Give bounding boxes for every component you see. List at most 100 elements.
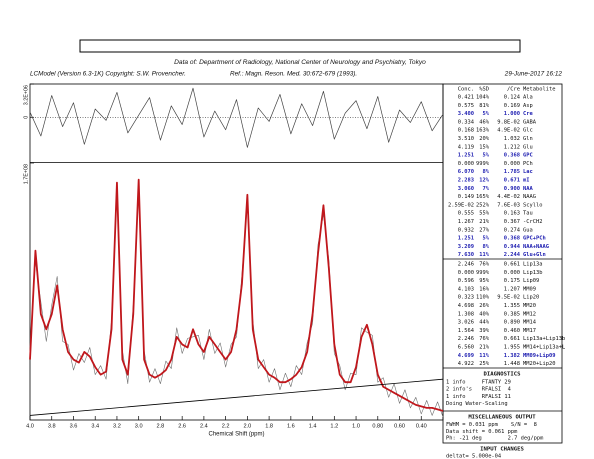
- table-cell: 1.355: [504, 303, 520, 309]
- x-tick-label: 0.80: [372, 423, 383, 429]
- table-cell: 6.560: [458, 345, 474, 351]
- table-cell: 110%: [476, 295, 490, 301]
- table-cell: 5%: [483, 236, 490, 242]
- table-cell: 0.944: [504, 244, 520, 250]
- table-cell: Ala: [523, 95, 533, 101]
- table-cell: 999%: [476, 270, 490, 276]
- table-cell: 3.060: [458, 186, 474, 192]
- table-cell: 9.8E-02: [497, 119, 520, 125]
- table-cell: 4.119: [458, 144, 474, 150]
- table-cell: 2.59E-02: [448, 202, 474, 208]
- table-cell: 0.661: [504, 262, 520, 268]
- table-cell: 0.000: [504, 161, 520, 167]
- table-cell: /Cre: [507, 87, 520, 93]
- table-cell: NAAG: [523, 194, 536, 200]
- table-cell: Lip13a+Lip13b: [523, 336, 565, 342]
- table-cell: 7%: [483, 186, 490, 192]
- table-cell: -CrCH2: [523, 219, 542, 225]
- table-cell: 252%: [476, 202, 490, 208]
- table-cell: 11%: [479, 353, 489, 359]
- table-cell: 9.5E-02: [497, 295, 520, 301]
- table-cell: 11%: [479, 252, 489, 258]
- x-tick-label: 3.2: [113, 423, 121, 429]
- program: LCModel (Version 6.3-1K) Copyright: S.W.…: [30, 71, 186, 78]
- section-line: 2 info's RFALSI 4: [446, 387, 511, 393]
- table-cell: 0.169: [504, 103, 520, 109]
- table-cell: 4.103: [458, 286, 474, 292]
- table-cell: 0.555: [458, 211, 474, 217]
- table-cell: 1.382: [504, 353, 520, 359]
- table-cell: 163%: [476, 128, 490, 134]
- section-line: deltat= 5.000e-04: [446, 454, 501, 459]
- reference: Ref.: Magn. Reson. Med. 30:672-679 (1993…: [230, 71, 357, 78]
- table-cell: 1.000: [504, 111, 520, 117]
- table-cell: 2.246: [458, 336, 474, 342]
- table-cell: Scyllo: [523, 202, 542, 208]
- table-cell: 1.251: [458, 153, 474, 159]
- x-tick-label: 1.6: [287, 423, 295, 429]
- x-tick-label: 1.4: [309, 423, 317, 429]
- table-cell: 0.000: [504, 270, 520, 276]
- table-cell: 39%: [479, 328, 489, 334]
- table-cell: 4.698: [458, 303, 474, 309]
- table-cell: 3.026: [458, 320, 474, 326]
- table-cell: 1.212: [504, 144, 520, 150]
- table-cell: 0.932: [458, 227, 474, 233]
- date: 29-June-2017 16:12: [504, 71, 563, 78]
- table-cell: 0.367: [504, 219, 520, 225]
- table-cell: 2.283: [458, 178, 474, 184]
- table-cell: 55%: [479, 211, 489, 217]
- section-title: MISCELLANEOUS OUTPUT: [468, 415, 536, 421]
- table-cell: Glu+Gln: [523, 252, 546, 258]
- table-cell: 5%: [483, 153, 490, 159]
- x-tick-label: 1.0: [352, 423, 360, 429]
- table-cell: 104%: [476, 95, 490, 101]
- table-cell: 3.400: [458, 111, 474, 117]
- section-line: 1 info FTANTY 29: [446, 380, 511, 386]
- table-cell: %SD: [479, 87, 489, 93]
- x-tick-label: 2.4: [200, 423, 208, 429]
- series-line: [29, 87, 444, 148]
- table-cell: 6.070: [458, 169, 474, 175]
- data-of: Data of: Department of Radiology, Nation…: [174, 59, 426, 66]
- table-cell: 0.421: [458, 95, 474, 101]
- table-cell: 76%: [479, 262, 489, 268]
- table-cell: 0.000: [458, 270, 474, 276]
- table-cell: 0.661: [504, 336, 520, 342]
- table-cell: GABA: [523, 119, 537, 125]
- table-cell: 1.207: [504, 286, 520, 292]
- x-tick-label: 0.40: [416, 423, 427, 429]
- table-cell: 0.175: [504, 278, 520, 284]
- table-cell: 46%: [479, 119, 489, 125]
- x-tick-label: 2.0: [243, 423, 251, 429]
- table-cell: Gua: [523, 227, 533, 233]
- table-cell: 1.785: [504, 169, 520, 175]
- x-tick-label: 3.0: [135, 423, 143, 429]
- x-tick-label: 2.6: [178, 423, 186, 429]
- y-tick-label: 1.7E+08: [23, 164, 29, 184]
- table-cell: 44%: [479, 320, 489, 326]
- table-cell: mI: [523, 178, 530, 184]
- table-cell: 21%: [479, 219, 489, 225]
- table-cell: 1.032: [504, 136, 520, 142]
- table-cell: 2.244: [504, 252, 520, 258]
- table-cell: 76%: [479, 336, 489, 342]
- table-cell: 8%: [483, 169, 490, 175]
- table-cell: Lip13a: [523, 262, 542, 268]
- table-cell: 0.323: [458, 295, 474, 301]
- table-cell: 12%: [479, 178, 489, 184]
- table-cell: 21%: [479, 345, 489, 351]
- table-cell: Asp: [523, 103, 533, 109]
- table-cell: 26%: [479, 303, 489, 309]
- section-line: Ph: -21 deg 2.7 deg/ppm: [446, 436, 543, 442]
- section-line: 1 info RFALSI 11: [446, 394, 511, 400]
- x-axis-label: Chemical Shift (ppm): [208, 432, 264, 438]
- table-cell: 4.9E-02: [497, 128, 520, 134]
- table-cell: MM17: [523, 328, 536, 334]
- table-cell: Tau: [523, 211, 533, 217]
- table-cell: PCh: [523, 161, 533, 167]
- table-cell: 3.510: [458, 136, 474, 142]
- table-cell: 27%: [479, 227, 489, 233]
- table-cell: GPC+PCh: [523, 236, 546, 242]
- table-cell: 1.955: [504, 345, 520, 351]
